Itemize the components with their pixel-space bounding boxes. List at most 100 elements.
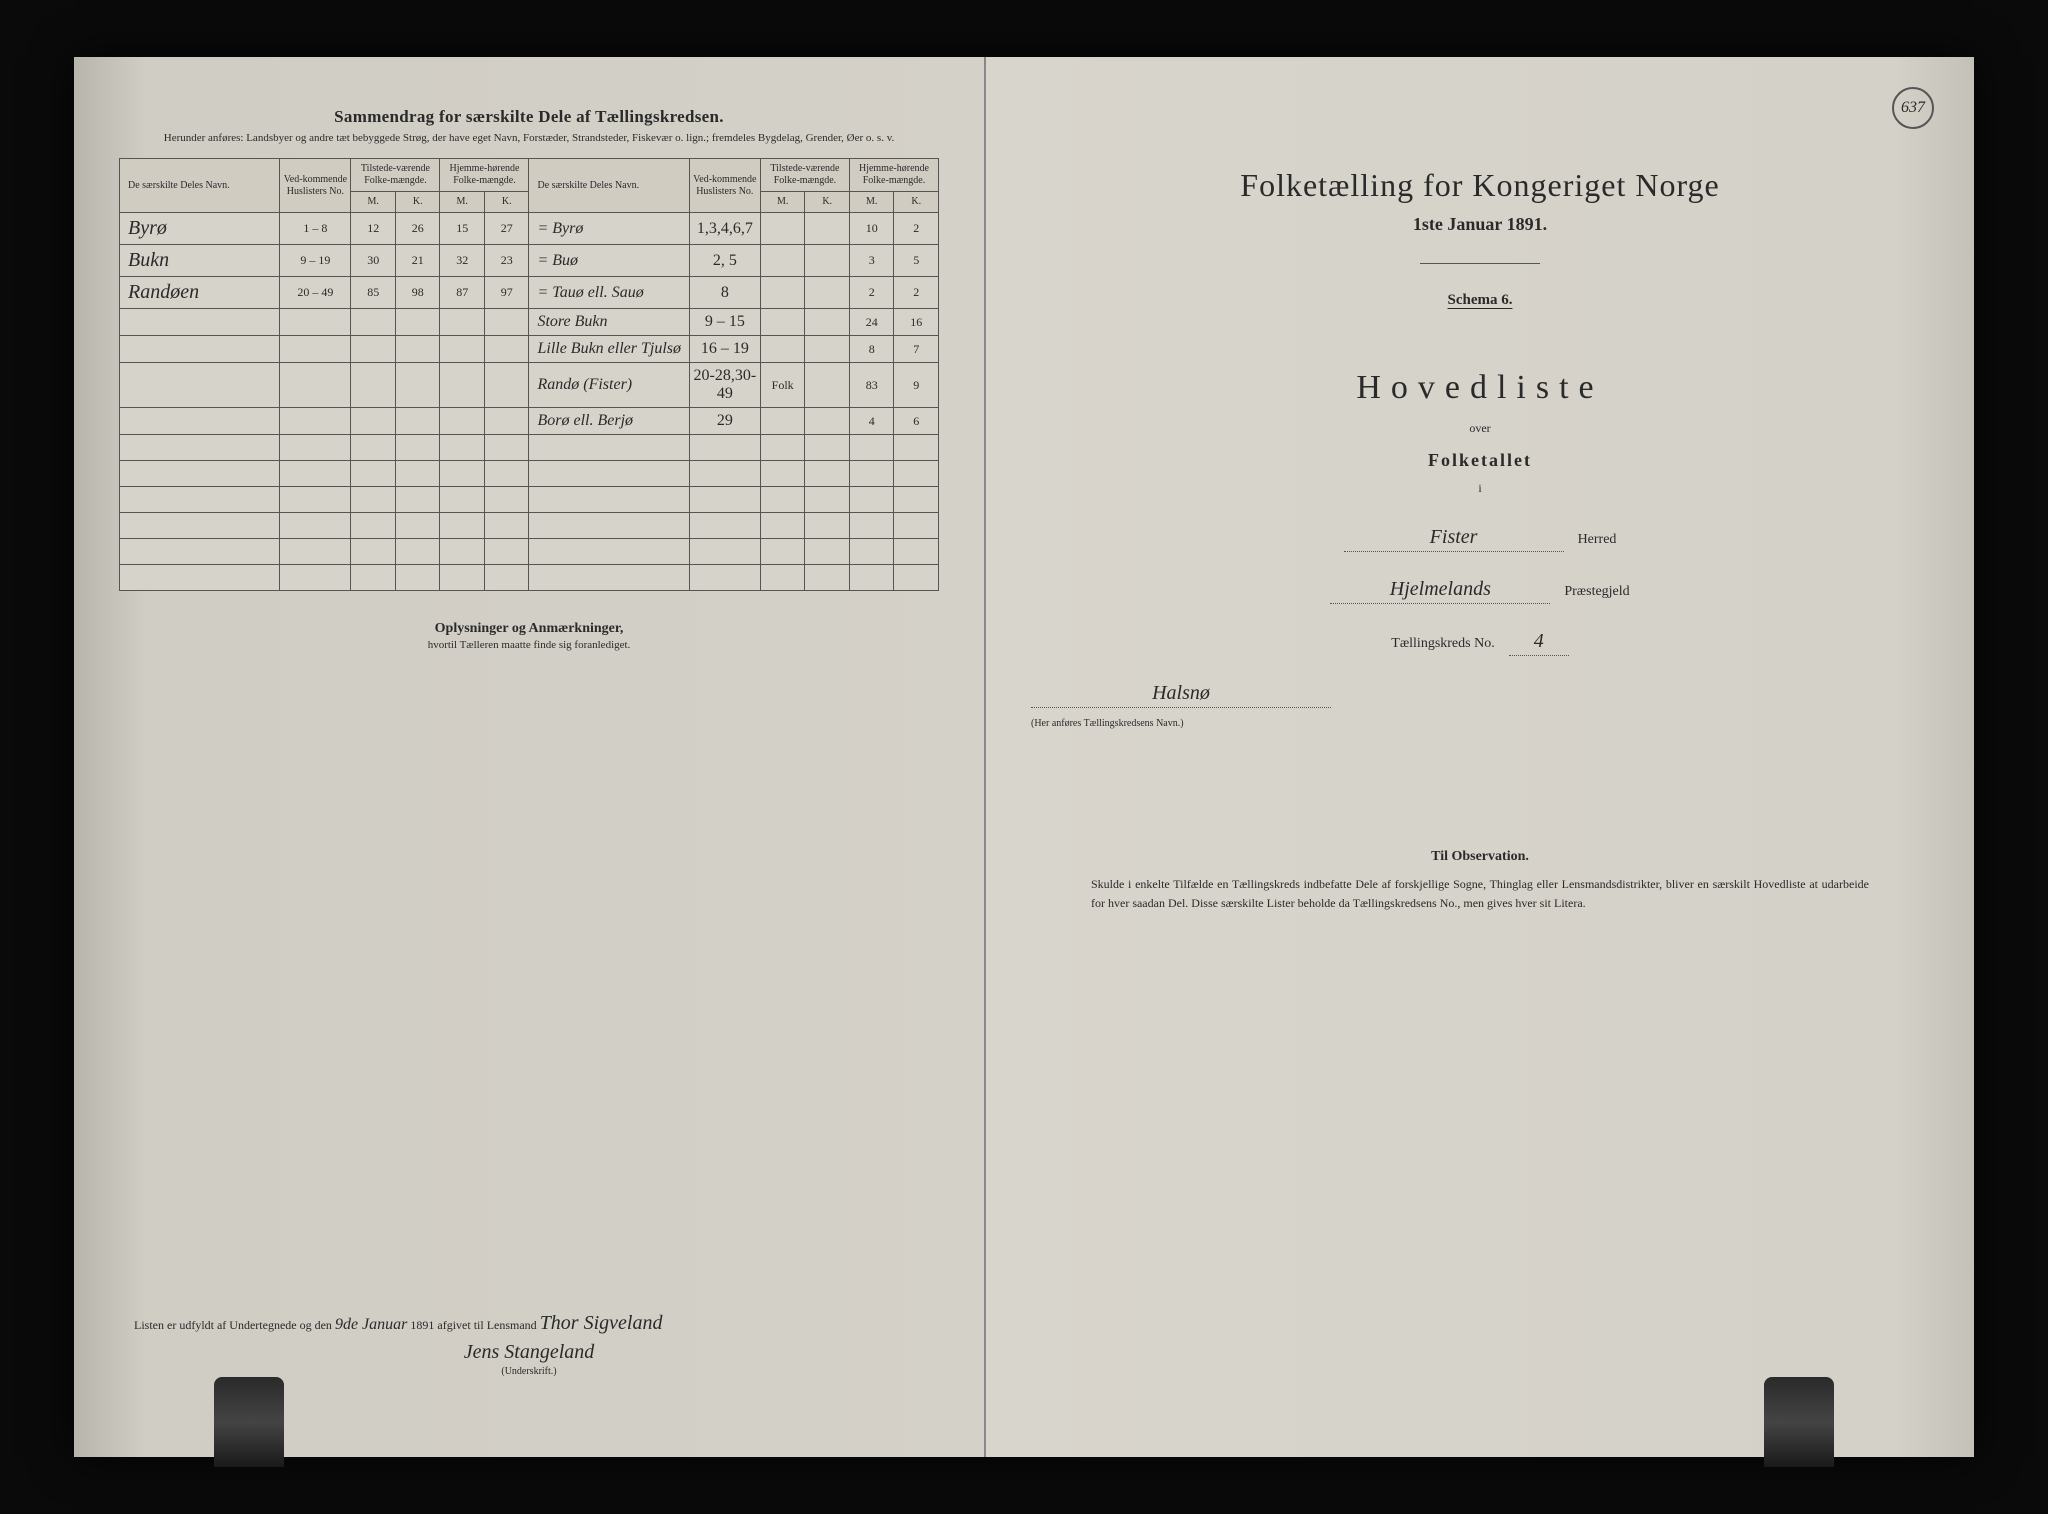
hdr-tilstede-1: Tilstede-værende Folke-mængde. (351, 159, 440, 192)
table-row-empty (120, 435, 939, 461)
schema-label: Schema 6. (1031, 292, 1929, 309)
table-cell: 27 (484, 213, 529, 245)
table-cell (120, 363, 280, 408)
table-cell (484, 513, 529, 539)
table-cell: 23 (484, 245, 529, 277)
table-row: Borø ell. Berjø2946 (120, 408, 939, 435)
kreds-name-row: Halsnø (Her anføres Tællingskredsens Nav… (1031, 682, 1929, 729)
table-cell (484, 461, 529, 487)
praestegjeld-value: Hjelmelands (1330, 578, 1550, 604)
table-cell: 2 (849, 277, 894, 309)
table-cell (529, 487, 689, 513)
table-cell (760, 213, 805, 245)
table-cell (280, 309, 351, 336)
table-cell (120, 435, 280, 461)
table-cell (395, 435, 440, 461)
praestegjeld-row: Hjelmelands Præstegjeld (1031, 578, 1929, 604)
table-cell (440, 408, 485, 435)
table-body: Byrø1 – 812261527= Byrø1,3,4,6,7102Bukn9… (120, 213, 939, 591)
table-cell: 98 (395, 277, 440, 309)
table-cell: = Tauø ell. Sauø (529, 277, 689, 309)
table-row: Randøen20 – 4985988797= Tauø ell. Sauø82… (120, 277, 939, 309)
table-cell: 9 – 19 (280, 245, 351, 277)
herred-value: Fister (1344, 526, 1564, 552)
table-cell: 10 (849, 213, 894, 245)
herred-label: Herred (1578, 532, 1617, 548)
table-cell (351, 461, 396, 487)
table-cell (120, 513, 280, 539)
table-cell (760, 513, 805, 539)
table-cell (440, 513, 485, 539)
table-row-empty (120, 487, 939, 513)
table-cell (280, 336, 351, 363)
table-cell (760, 539, 805, 565)
hdr-hjemme-2: Hjemme-hørende Folke-mængde. (849, 159, 938, 192)
oplysninger-sub: hvortil Tælleren maatte finde sig foranl… (119, 639, 939, 651)
table-cell (351, 336, 396, 363)
table-cell (805, 565, 850, 591)
observation-text: Skulde i enkelte Tilfælde en Tællingskre… (1031, 875, 1929, 913)
table-cell (351, 487, 396, 513)
table-cell (849, 539, 894, 565)
table-cell: 5 (894, 245, 939, 277)
left-page-subtitle: Herunder anføres: Landsbyer og andre tæt… (119, 131, 939, 146)
tk-label: Tællingskreds No. (1391, 636, 1494, 652)
kreds-name-note: (Her anføres Tællingskredsens Navn.) (1031, 718, 1184, 729)
table-cell: 2 (894, 213, 939, 245)
table-cell (689, 513, 760, 539)
underskrift-label: (Underskrift.) (134, 1366, 924, 1377)
table-cell (120, 539, 280, 565)
table-cell (280, 487, 351, 513)
table-cell (689, 487, 760, 513)
table-cell (484, 408, 529, 435)
table-cell (805, 487, 850, 513)
table-cell (760, 336, 805, 363)
table-cell (280, 363, 351, 408)
table-cell: Borø ell. Berjø (529, 408, 689, 435)
table-cell (120, 408, 280, 435)
table-row-empty (120, 539, 939, 565)
table-cell: 3 (849, 245, 894, 277)
table-cell (351, 408, 396, 435)
table-cell (395, 309, 440, 336)
oplysninger-title: Oplysninger og Anmærkninger, (435, 621, 624, 636)
table-cell (351, 539, 396, 565)
table-cell (120, 309, 280, 336)
table-cell (805, 408, 850, 435)
table-cell (849, 435, 894, 461)
table-cell: 97 (484, 277, 529, 309)
signature-1: Thor Sigveland (540, 1312, 663, 1334)
table-cell (351, 435, 396, 461)
table-header: De særskilte Deles Navn. Ved-kommende Hu… (120, 159, 939, 213)
book-spread: Sammendrag for særskilte Dele af Tælling… (74, 57, 1974, 1457)
table-cell (120, 461, 280, 487)
table-cell (280, 539, 351, 565)
table-cell (351, 309, 396, 336)
table-cell (760, 487, 805, 513)
table-cell (351, 513, 396, 539)
page-number-value: 637 (1901, 99, 1925, 117)
footer-text-2: 1891 afgivet til Lensmand (410, 1318, 536, 1332)
table-cell (351, 363, 396, 408)
table-cell: 12 (351, 213, 396, 245)
table-cell (395, 487, 440, 513)
table-cell (529, 435, 689, 461)
oplysninger-heading: Oplysninger og Anmærkninger, hvortil Tæl… (119, 621, 939, 651)
table-cell (529, 513, 689, 539)
table-cell (440, 336, 485, 363)
table-cell: 16 (894, 309, 939, 336)
table-cell (484, 336, 529, 363)
table-cell (120, 336, 280, 363)
census-table: De særskilte Deles Navn. Ved-kommende Hu… (119, 158, 939, 591)
table-cell (440, 309, 485, 336)
table-cell (395, 336, 440, 363)
table-cell (894, 539, 939, 565)
right-page: 637 Folketælling for Kongeriget Norge 1s… (986, 57, 1974, 1457)
table-row: Lille Bukn eller Tjulsø16 – 1987 (120, 336, 939, 363)
table-cell (805, 461, 850, 487)
hdr-m: M. (760, 192, 805, 213)
table-cell: Byrø (120, 213, 280, 245)
table-cell: 29 (689, 408, 760, 435)
table-cell: Lille Bukn eller Tjulsø (529, 336, 689, 363)
hdr-tilstede-2: Tilstede-værende Folke-mængde. (760, 159, 849, 192)
